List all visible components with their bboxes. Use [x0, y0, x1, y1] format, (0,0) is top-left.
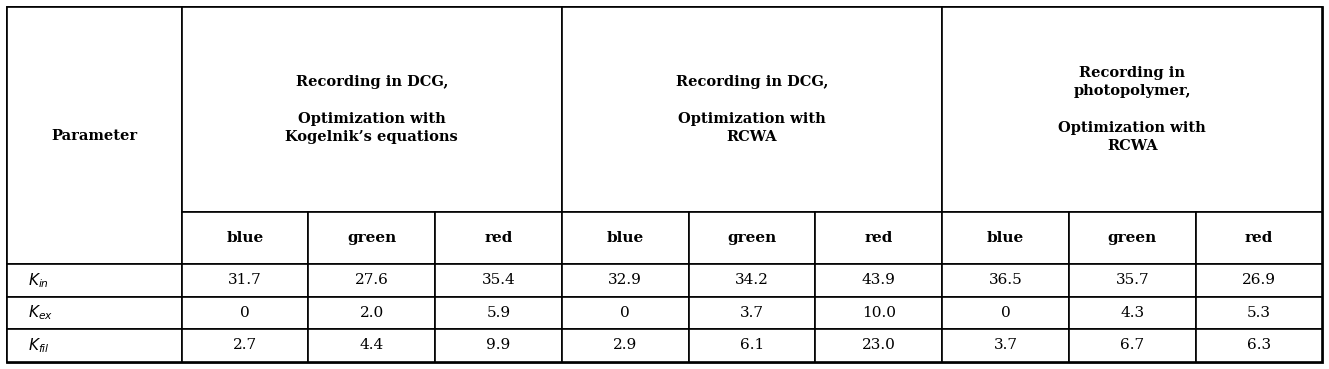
- Bar: [688, 264, 816, 297]
- Bar: [1069, 212, 1196, 264]
- Bar: [435, 264, 562, 297]
- Text: Recording in
photopolymer,

Optimization with
RCWA: Recording in photopolymer, Optimization …: [1058, 66, 1207, 154]
- Text: 2.0: 2.0: [360, 306, 384, 320]
- Bar: [7, 7, 182, 264]
- Bar: [688, 329, 816, 362]
- Text: Parameter: Parameter: [51, 129, 137, 143]
- Text: 31.7: 31.7: [229, 273, 262, 287]
- Bar: [816, 264, 942, 297]
- Text: 4.3: 4.3: [1120, 306, 1144, 320]
- Bar: [182, 212, 308, 264]
- Text: 6.1: 6.1: [740, 338, 764, 352]
- Text: 5.9: 5.9: [486, 306, 510, 320]
- Text: 4.4: 4.4: [360, 338, 384, 352]
- Bar: [1069, 264, 1196, 297]
- Bar: [562, 329, 688, 362]
- Bar: [182, 297, 308, 329]
- Text: 43.9: 43.9: [861, 273, 896, 287]
- Bar: [942, 297, 1069, 329]
- Bar: [1196, 264, 1322, 297]
- Bar: [816, 297, 942, 329]
- Text: 0: 0: [1001, 306, 1010, 320]
- Text: 9.9: 9.9: [486, 338, 510, 352]
- Bar: [435, 212, 562, 264]
- Text: 2.7: 2.7: [233, 338, 258, 352]
- Text: $K_{ex}$: $K_{ex}$: [28, 304, 53, 322]
- Text: 6.3: 6.3: [1247, 338, 1271, 352]
- Bar: [1196, 329, 1322, 362]
- Text: 34.2: 34.2: [735, 273, 769, 287]
- Text: red: red: [1245, 231, 1273, 245]
- Text: 26.9: 26.9: [1243, 273, 1276, 287]
- Text: red: red: [484, 231, 513, 245]
- Text: 35.4: 35.4: [481, 273, 516, 287]
- Bar: [7, 329, 182, 362]
- Bar: [1196, 297, 1322, 329]
- Text: 3.7: 3.7: [994, 338, 1018, 352]
- Bar: [1196, 212, 1322, 264]
- Bar: [688, 212, 816, 264]
- Bar: [688, 297, 816, 329]
- Text: 5.3: 5.3: [1247, 306, 1271, 320]
- Text: 36.5: 36.5: [989, 273, 1022, 287]
- Text: Recording in DCG,

Optimization with
Kogelnik’s equations: Recording in DCG, Optimization with Koge…: [286, 75, 459, 144]
- Bar: [7, 264, 182, 297]
- Bar: [308, 329, 435, 362]
- Bar: [562, 7, 942, 212]
- Text: 3.7: 3.7: [740, 306, 764, 320]
- Text: 35.7: 35.7: [1115, 273, 1150, 287]
- Text: 2.9: 2.9: [613, 338, 638, 352]
- Bar: [182, 7, 562, 212]
- Bar: [308, 297, 435, 329]
- Bar: [562, 264, 688, 297]
- Text: 23.0: 23.0: [861, 338, 896, 352]
- Bar: [182, 264, 308, 297]
- Text: 27.6: 27.6: [355, 273, 389, 287]
- Bar: [942, 212, 1069, 264]
- Bar: [1069, 329, 1196, 362]
- Text: 0: 0: [241, 306, 250, 320]
- Text: blue: blue: [606, 231, 645, 245]
- Bar: [816, 212, 942, 264]
- Bar: [942, 264, 1069, 297]
- Text: 32.9: 32.9: [609, 273, 642, 287]
- Bar: [435, 297, 562, 329]
- Bar: [942, 329, 1069, 362]
- Text: $K_{in}$: $K_{in}$: [28, 271, 49, 290]
- Bar: [182, 329, 308, 362]
- Text: 6.7: 6.7: [1120, 338, 1144, 352]
- Text: green: green: [347, 231, 396, 245]
- Bar: [942, 7, 1322, 212]
- Text: 0: 0: [621, 306, 630, 320]
- Text: green: green: [1107, 231, 1156, 245]
- Text: Recording in DCG,

Optimization with
RCWA: Recording in DCG, Optimization with RCWA: [676, 75, 828, 144]
- Text: red: red: [865, 231, 893, 245]
- Text: $K_{fil}$: $K_{fil}$: [28, 336, 49, 355]
- Bar: [308, 264, 435, 297]
- Bar: [7, 297, 182, 329]
- Bar: [308, 212, 435, 264]
- Bar: [562, 297, 688, 329]
- Bar: [816, 329, 942, 362]
- Bar: [562, 212, 688, 264]
- Bar: [1069, 297, 1196, 329]
- Text: blue: blue: [226, 231, 263, 245]
- Text: 10.0: 10.0: [861, 306, 896, 320]
- Bar: [435, 329, 562, 362]
- Text: green: green: [727, 231, 776, 245]
- Text: blue: blue: [987, 231, 1025, 245]
